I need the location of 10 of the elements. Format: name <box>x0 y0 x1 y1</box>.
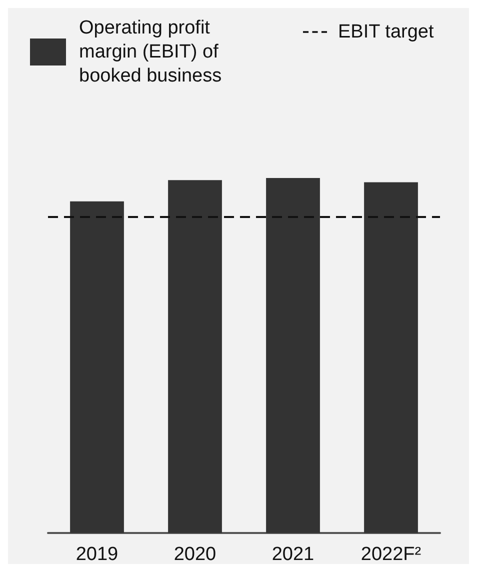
bar <box>266 178 320 533</box>
x-tick-label: 2021 <box>272 544 314 565</box>
x-tick-label: 2022F² <box>360 544 422 565</box>
bar <box>70 201 124 533</box>
x-tick-label: 2020 <box>174 544 216 565</box>
legend-label: EBIT target <box>338 22 434 42</box>
bar <box>364 182 418 533</box>
legend-label: Operating profit margin (EBIT) of booked business <box>79 18 224 86</box>
bar <box>168 180 222 533</box>
x-tick-label: 2019 <box>76 544 118 565</box>
